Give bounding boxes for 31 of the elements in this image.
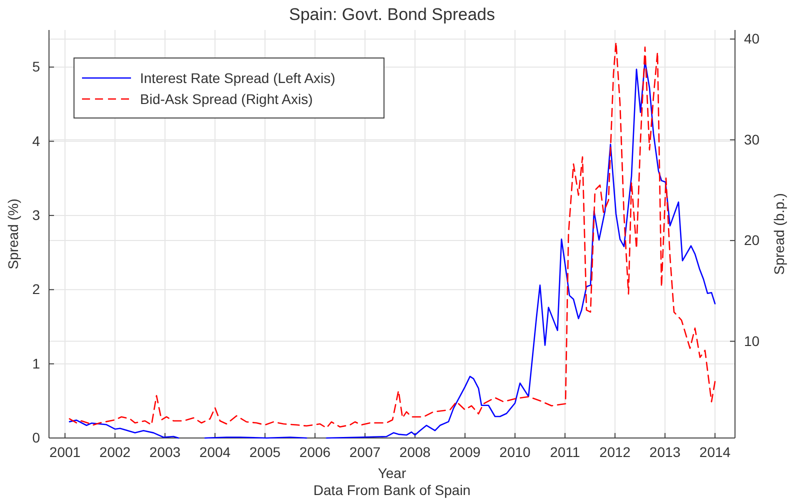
x-tick-label: 2013 xyxy=(649,444,681,460)
x-tick-label: 2010 xyxy=(499,444,531,460)
legend-label: Bid-Ask Spread (Right Axis) xyxy=(140,91,313,107)
x-tick-label: 2001 xyxy=(49,444,81,460)
y2-tick-label: 10 xyxy=(744,332,760,349)
y-tick-label: 5 xyxy=(32,58,40,75)
legend-label: Interest Rate Spread (Left Axis) xyxy=(140,70,336,86)
x-tick-label: 2004 xyxy=(199,444,231,460)
x-tick-label: 2011 xyxy=(550,444,580,460)
y-tick-label: 4 xyxy=(32,132,40,149)
x-tick-label: 2003 xyxy=(149,444,181,460)
y-tick-label: 2 xyxy=(32,281,40,298)
x-tick-label: 2002 xyxy=(99,444,131,460)
y-tick-label: 3 xyxy=(32,206,40,223)
y2-tick-label: 20 xyxy=(744,232,760,248)
y-tick-label: 1 xyxy=(32,355,40,372)
y2-tick-label: 40 xyxy=(744,30,760,47)
x-axis-title: Year xyxy=(378,465,406,481)
y-axis-title: Spread (%) xyxy=(5,198,21,270)
x-tick-label: 2007 xyxy=(349,444,381,460)
y2-tick-label: 30 xyxy=(744,131,760,148)
y2-axis-title: Spread (b.p.) xyxy=(771,193,787,275)
x-tick-label: 2009 xyxy=(449,444,481,460)
x-tick-label: 2005 xyxy=(249,444,281,460)
x-tick-label: 2012 xyxy=(599,444,631,460)
x-tick-label: 2008 xyxy=(399,444,431,460)
chart-title: Spain: Govt. Bond Spreads xyxy=(288,5,496,24)
text: Data From Bank of Spain xyxy=(313,482,471,498)
x-tick-label: 2006 xyxy=(299,444,331,460)
y-tick-label: 0 xyxy=(32,429,40,446)
x-tick-label: 2014 xyxy=(699,444,731,460)
